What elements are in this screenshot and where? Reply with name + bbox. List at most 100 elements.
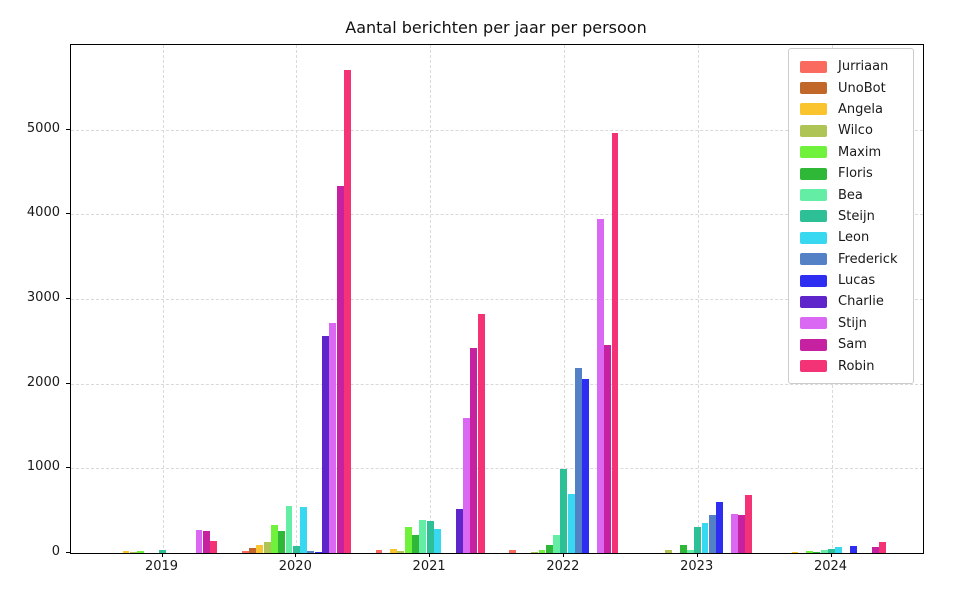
x-tick-label-2019: 2019 (144, 559, 179, 574)
bar-wilco-2019 (129, 552, 137, 553)
y-tick-label-1000: 1000 (26, 459, 60, 475)
bar-frederick-2022 (575, 367, 582, 553)
x-tick-mark (295, 553, 297, 557)
bar-wilco-2021 (397, 550, 405, 553)
bar-leon-2020 (300, 507, 308, 553)
legend-swatch-icon (800, 231, 827, 244)
bar-robin-2019 (210, 541, 218, 553)
legend-label: UnoBot (838, 80, 886, 96)
x-tick-label-2024: 2024 (813, 559, 848, 574)
legend-swatch-icon (800, 360, 827, 373)
bar-wilco-2022 (531, 552, 539, 553)
legend-swatch-icon (800, 253, 827, 266)
legend-label: Steijn (838, 208, 875, 224)
bar-stijn-2021 (463, 417, 471, 553)
y-tick-label-2000: 2000 (26, 374, 60, 390)
bar-maxim-2020 (270, 525, 278, 553)
legend-label: Stijn (838, 315, 867, 331)
legend-swatch-icon (800, 317, 827, 330)
y-tick-mark (66, 382, 70, 384)
bar-lucas-2024 (849, 545, 857, 553)
bar-frederick-2023 (708, 515, 716, 553)
legend-item-lucas: Lucas (789, 270, 913, 291)
legend-item-wilco: Wilco (789, 120, 913, 141)
bar-robin-2023 (745, 495, 753, 553)
bar-stijn-2019 (195, 530, 203, 553)
bar-robin-2020 (343, 69, 351, 553)
legend-item-unobot: UnoBot (789, 77, 913, 98)
y-tick-mark (66, 298, 70, 299)
legend-swatch-icon (800, 295, 827, 308)
bar-steijn-2023 (694, 526, 702, 553)
bar-leon-2023 (701, 523, 709, 553)
bar-robin-2024 (879, 542, 887, 553)
v-gridline-2020 (296, 45, 298, 553)
legend-item-angela: Angela (789, 99, 913, 120)
v-gridline-2022 (563, 45, 565, 553)
x-tick-mark (429, 553, 431, 557)
y-tick-mark (66, 552, 70, 553)
bar-floris-2020 (278, 530, 286, 553)
bar-charlie-2021 (455, 509, 463, 553)
chart-title: Aantal berichten per jaar per persoon (345, 18, 647, 37)
bar-steijn-2022 (560, 469, 568, 553)
h-gridline-4000 (71, 214, 923, 216)
legend-item-sam: Sam (789, 334, 913, 355)
legend-swatch-icon (800, 167, 827, 180)
legend-item-bea: Bea (789, 184, 913, 205)
plot-area: Jurriaan UnoBot Angela Wilco Maxim Floris Bea S… (70, 44, 924, 554)
bar-robin-2021 (477, 314, 485, 553)
legend-swatch-icon (800, 124, 827, 137)
bar-charlie-2020 (322, 336, 329, 553)
y-tick-mark (66, 467, 70, 469)
v-gridline-2023 (697, 45, 699, 553)
bar-leon-2022 (567, 493, 575, 553)
h-gridline-1000 (71, 468, 923, 470)
legend-swatch-icon (800, 338, 827, 351)
bar-stijn-2023 (730, 513, 738, 553)
bar-robin-2022 (611, 133, 619, 553)
y-tick-label-4000: 4000 (26, 205, 60, 221)
legend-item-steijn: Steijn (789, 206, 913, 227)
legend-label: Frederick (838, 251, 898, 267)
bar-wilco-2020 (263, 542, 271, 553)
x-tick-label-2020: 2020 (278, 559, 312, 574)
legend-item-maxim: Maxim (789, 142, 913, 163)
y-tick-mark (66, 213, 70, 215)
bar-angela-2021 (390, 549, 398, 553)
legend-swatch-icon (800, 103, 827, 116)
x-tick-label-2023: 2023 (680, 559, 714, 574)
bar-leon-2024 (835, 547, 843, 553)
bar-maxim-2024 (806, 551, 814, 553)
legend-label: Charlie (838, 294, 884, 310)
bar-bea-2020 (285, 506, 293, 553)
h-gridline-2000 (71, 383, 923, 385)
bar-sam-2023 (738, 514, 745, 553)
bar-lucas-2020 (314, 551, 322, 553)
legend-swatch-icon (800, 274, 827, 287)
legend-label: Maxim (838, 144, 882, 160)
legend-label: Leon (838, 230, 870, 246)
v-gridline-2019 (162, 45, 164, 553)
legend-label: Floris (838, 166, 873, 182)
legend-swatch-icon (800, 82, 827, 95)
bar-steijn-2020 (292, 545, 300, 553)
bar-stijn-2020 (329, 322, 337, 553)
v-gridline-2021 (430, 45, 432, 553)
legend-label: Jurriaan (838, 59, 889, 75)
bar-bea-2022 (553, 534, 561, 553)
bar-lucas-2022 (582, 378, 590, 553)
x-tick-label-2022: 2022 (546, 559, 580, 574)
bar-jurriaan-2020 (241, 551, 249, 553)
legend-label: Sam (838, 337, 867, 353)
legend-label: Lucas (838, 273, 876, 289)
bar-steijn-2024 (828, 548, 835, 553)
bar-maxim-2019 (137, 550, 145, 553)
bar-bea-2021 (419, 520, 427, 553)
bar-angela-2024 (791, 551, 799, 553)
bar-maxim-2022 (538, 550, 546, 553)
legend: Jurriaan UnoBot Angela Wilco Maxim Floris Bea S… (788, 48, 914, 384)
legend-label: Bea (838, 187, 863, 203)
bar-floris-2022 (545, 544, 553, 553)
